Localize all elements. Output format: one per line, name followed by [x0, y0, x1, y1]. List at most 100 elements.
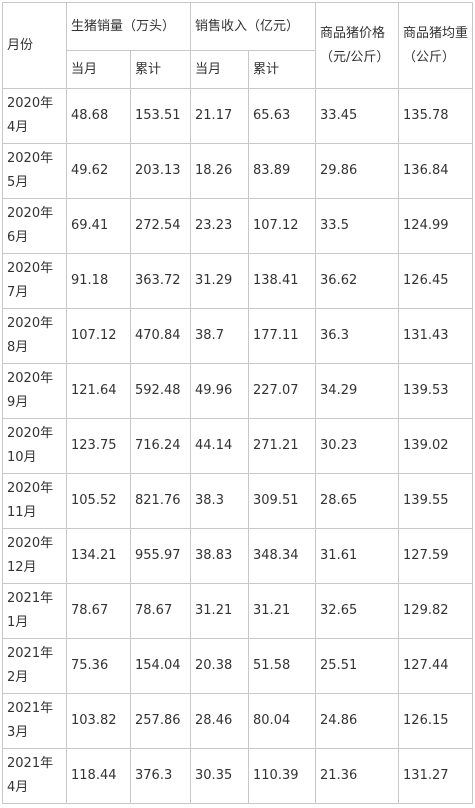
- value-cell: 470.84: [129, 308, 192, 364]
- table-row: 2021年1月 78.67 78.67 31.21 31.21 32.65 129.82: [2, 583, 474, 639]
- value-cell: 123.75: [66, 418, 131, 474]
- subheader-cell: 累计: [248, 50, 317, 89]
- value-cell: 65.63: [248, 88, 317, 144]
- value-cell: 33.45: [315, 88, 400, 144]
- value-cell: 78.67: [129, 583, 192, 639]
- month-cell: 2020年6月: [2, 198, 67, 254]
- value-cell: 38.7: [190, 308, 250, 364]
- value-cell: 135.78: [398, 88, 474, 144]
- value-cell: 134.21: [66, 528, 131, 584]
- month-cell: 2021年4月: [2, 748, 67, 804]
- table-row: 2020年11月 105.52 821.76 38.3 309.51 28.65 139.5…: [2, 473, 474, 529]
- value-cell: 138.41: [248, 253, 317, 309]
- value-cell: 124.99: [398, 198, 474, 254]
- month-cell: 2021年3月: [2, 693, 67, 749]
- value-cell: 105.52: [66, 473, 131, 529]
- month-cell: 2020年9月: [2, 363, 67, 419]
- value-cell: 23.23: [190, 198, 250, 254]
- month-cell: 2020年4月: [2, 88, 67, 144]
- value-cell: 69.41: [66, 198, 131, 254]
- value-cell: 129.82: [398, 583, 474, 639]
- value-cell: 107.12: [248, 198, 317, 254]
- value-cell: 28.65: [315, 473, 400, 529]
- value-cell: 376.3: [129, 748, 192, 804]
- value-cell: 80.04: [248, 693, 317, 749]
- value-cell: 21.36: [315, 748, 400, 804]
- header-cell: 月份: [2, 2, 67, 89]
- month-cell: 2020年11月: [2, 473, 67, 529]
- table-row: 2020年9月 121.64 592.48 49.96 227.07 34.29 139.5…: [2, 363, 474, 419]
- value-cell: 955.97: [129, 528, 192, 584]
- value-cell: 51.58: [248, 638, 317, 694]
- value-cell: 153.51: [129, 88, 192, 144]
- value-cell: 25.51: [315, 638, 400, 694]
- table-row: 2021年3月 103.82 257.86 28.46 80.04 24.86 126.15: [2, 693, 474, 749]
- subheader-cell: 累计: [129, 50, 192, 89]
- value-cell: 24.86: [315, 693, 400, 749]
- value-cell: 31.61: [315, 528, 400, 584]
- month-cell: 2021年2月: [2, 638, 67, 694]
- value-cell: 91.18: [66, 253, 131, 309]
- value-cell: 592.48: [129, 363, 192, 419]
- value-cell: 38.83: [190, 528, 250, 584]
- value-cell: 30.23: [315, 418, 400, 474]
- subheader-cell: 当月: [190, 50, 250, 89]
- value-cell: 131.43: [398, 308, 474, 364]
- value-cell: 20.38: [190, 638, 250, 694]
- month-cell: 2020年12月: [2, 528, 67, 584]
- value-cell: 121.64: [66, 363, 131, 419]
- value-cell: 139.55: [398, 473, 474, 529]
- header-cell: 销售收入（亿元）: [190, 2, 317, 51]
- table-row: 2020年12月 134.21 955.97 38.83 348.34 31.61 127.…: [2, 528, 474, 584]
- month-cell: 2020年8月: [2, 308, 67, 364]
- value-cell: 272.54: [129, 198, 192, 254]
- value-cell: 126.45: [398, 253, 474, 309]
- value-cell: 131.27: [398, 748, 474, 804]
- value-cell: 30.35: [190, 748, 250, 804]
- table-row: 2020年6月 69.41 272.54 23.23 107.12 33.5 124.99: [2, 198, 474, 254]
- value-cell: 36.3: [315, 308, 400, 364]
- header-cell: 商品猪价格（元/公斤）: [315, 2, 400, 89]
- value-cell: 127.44: [398, 638, 474, 694]
- value-cell: 21.17: [190, 88, 250, 144]
- value-cell: 139.02: [398, 418, 474, 474]
- value-cell: 139.53: [398, 363, 474, 419]
- month-cell: 2020年10月: [2, 418, 67, 474]
- table-body: 2020年4月 48.68 153.51 21.17 65.63 33.45 135.78 2…: [2, 88, 474, 804]
- value-cell: 31.21: [248, 583, 317, 639]
- value-cell: 821.76: [129, 473, 192, 529]
- value-cell: 716.24: [129, 418, 192, 474]
- value-cell: 38.3: [190, 473, 250, 529]
- value-cell: 126.15: [398, 693, 474, 749]
- table-row: 2020年8月 107.12 470.84 38.7 177.11 36.3 131.43: [2, 308, 474, 364]
- value-cell: 363.72: [129, 253, 192, 309]
- month-cell: 2020年5月: [2, 143, 67, 199]
- value-cell: 309.51: [248, 473, 317, 529]
- header-cell: 生猪销量（万头）: [65, 2, 192, 51]
- value-cell: 36.62: [315, 253, 400, 309]
- value-cell: 29.86: [315, 143, 400, 199]
- value-cell: 110.39: [248, 748, 317, 804]
- table-row: 2021年2月 75.36 154.04 20.38 51.58 25.51 127.44: [2, 638, 474, 694]
- table-row: 2020年4月 48.68 153.51 21.17 65.63 33.45 135.78: [2, 88, 474, 144]
- table-row: 2020年7月 91.18 363.72 31.29 138.41 36.62 126.45: [2, 253, 474, 309]
- value-cell: 257.86: [129, 693, 192, 749]
- value-cell: 348.34: [248, 528, 317, 584]
- value-cell: 227.07: [248, 363, 317, 419]
- value-cell: 136.84: [398, 143, 474, 199]
- value-cell: 103.82: [66, 693, 131, 749]
- value-cell: 48.68: [66, 88, 131, 144]
- header-cell: 商品猪均重（公斤）: [398, 2, 474, 89]
- value-cell: 44.14: [190, 418, 250, 474]
- value-cell: 177.11: [248, 308, 317, 364]
- value-cell: 31.21: [190, 583, 250, 639]
- table-row: 2021年4月 118.44 376.3 30.35 110.39 21.36 131.27: [2, 748, 474, 804]
- value-cell: 118.44: [66, 748, 131, 804]
- value-cell: 107.12: [66, 308, 131, 364]
- month-cell: 2020年7月: [2, 253, 67, 309]
- value-cell: 83.89: [248, 143, 317, 199]
- value-cell: 75.36: [66, 638, 131, 694]
- value-cell: 31.29: [190, 253, 250, 309]
